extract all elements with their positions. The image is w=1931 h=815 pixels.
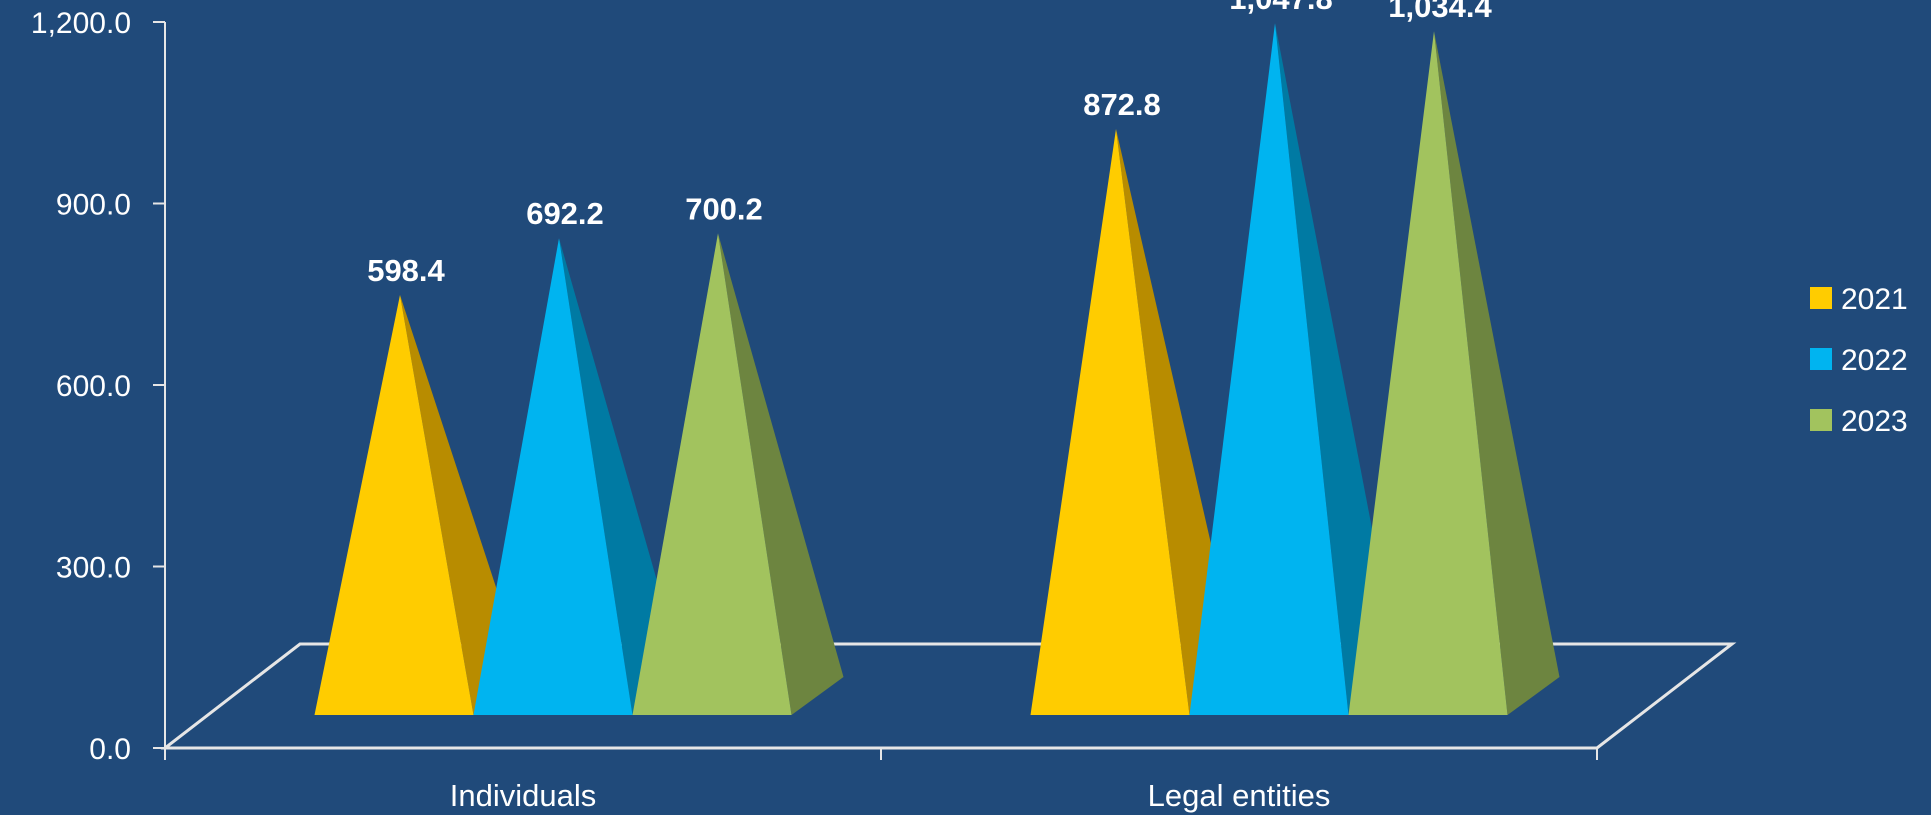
y-tick-label: 1,200.0 bbox=[31, 7, 131, 40]
y-tick-label: 600.0 bbox=[56, 370, 131, 403]
y-tick-label: 900.0 bbox=[56, 189, 131, 222]
pyramid-bar bbox=[1348, 31, 1508, 716]
pyramid-side-face bbox=[559, 238, 685, 715]
y-axis-ticks: 0.0 300.0 600.0 900.0 1,200.0 bbox=[31, 7, 165, 766]
floor-outline bbox=[160, 642, 1737, 750]
pyramid-side-face bbox=[1275, 23, 1401, 716]
y-tick-label: 0.0 bbox=[89, 733, 131, 766]
data-label: 692.2 bbox=[526, 196, 604, 231]
pyramid-bar bbox=[1189, 23, 1349, 716]
chart-marks bbox=[314, 23, 1560, 716]
data-label: 700.2 bbox=[685, 191, 763, 226]
x-category-label: Legal entities bbox=[1148, 778, 1331, 813]
x-category-label: Individuals bbox=[450, 778, 596, 813]
y-tick-label: 300.0 bbox=[56, 552, 131, 585]
legend-label: 2021 bbox=[1841, 283, 1908, 316]
pyramid-bar bbox=[473, 238, 633, 715]
legend-swatch bbox=[1810, 287, 1832, 309]
data-labels: 598.4 692.2 700.2 872.8 1,047.8 1,034.4 bbox=[367, 0, 1492, 288]
pyramid-side-face bbox=[718, 233, 844, 715]
data-label: 1,047.8 bbox=[1229, 0, 1332, 16]
pyramid-side-face bbox=[1434, 31, 1560, 716]
data-label: 1,034.4 bbox=[1388, 0, 1492, 24]
legend-label: 2023 bbox=[1841, 405, 1908, 438]
data-label: 598.4 bbox=[367, 253, 445, 288]
pyramid-bar bbox=[632, 233, 792, 715]
legend-label: 2022 bbox=[1841, 344, 1908, 377]
pyramid-bar bbox=[1030, 128, 1190, 715]
legend-swatch bbox=[1810, 348, 1832, 370]
pyramid-bar bbox=[314, 294, 474, 715]
chart-floor bbox=[160, 642, 1737, 750]
legend-swatch bbox=[1810, 409, 1832, 431]
data-label: 872.8 bbox=[1083, 87, 1161, 122]
legend: 2021 2022 2023 bbox=[1810, 283, 1908, 438]
category-labels: Individuals Legal entities bbox=[450, 778, 1331, 813]
